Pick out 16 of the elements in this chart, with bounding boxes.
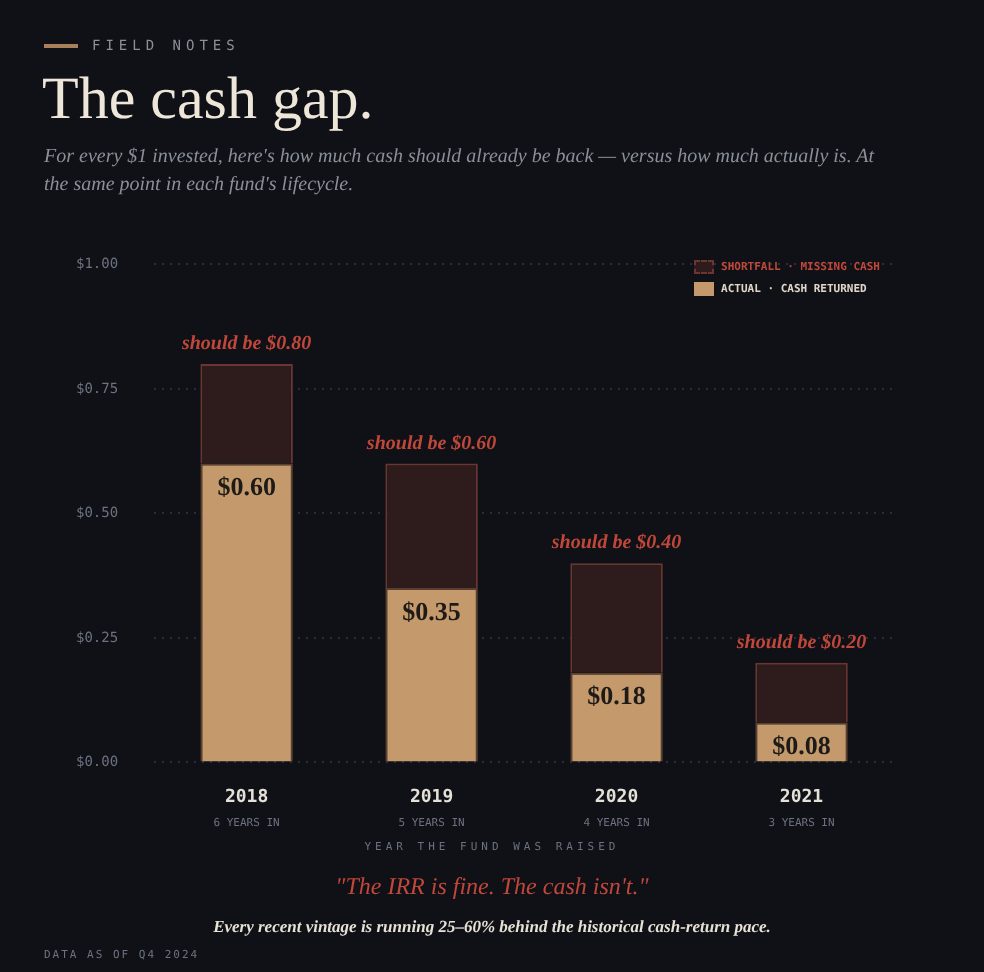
x-tick-label: 2021 [779, 787, 824, 808]
x-tick-label: 2020 [594, 787, 639, 808]
data-label: $0.18 [587, 680, 647, 711]
total-label: should be $0.20 [734, 631, 867, 654]
data-label: $0.35 [402, 595, 462, 626]
data-label: $0.60 [217, 471, 276, 502]
total-label: should be $0.80 [179, 333, 312, 356]
total-label: should be $0.40 [549, 532, 682, 555]
x-tick-label: 2019 [409, 787, 454, 808]
data-label: $0.08 [772, 730, 832, 761]
x-tick-label: 2018 [224, 787, 269, 808]
total-label: should be $0.60 [364, 432, 497, 455]
chart-title: The cash gap. [42, 66, 374, 134]
chart-subtitle: For every $1 invested, here's how much cash should already be back — versus how much actually is. At the same point in each fund's lifecycle. [44, 144, 877, 200]
text: "The IRR is fine. The cash isn't." [333, 872, 651, 902]
text: Every recent vintage is running 25–60% behind the historical cash-return pace. [211, 916, 773, 936]
